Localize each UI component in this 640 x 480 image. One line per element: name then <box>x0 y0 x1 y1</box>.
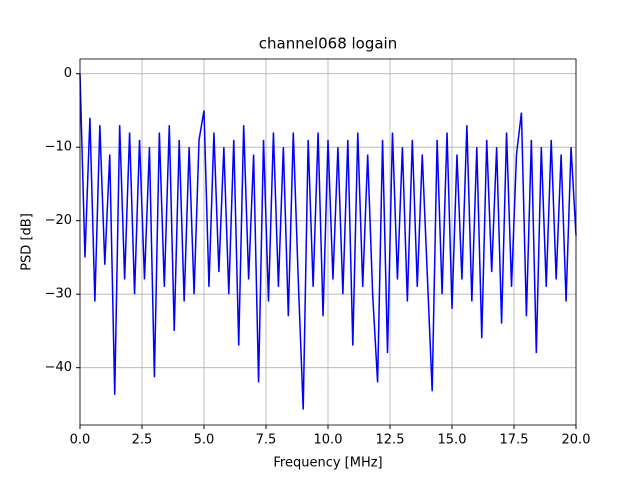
x-tick-label: 10.0 <box>314 433 343 448</box>
x-tick-label: 5.0 <box>194 433 215 448</box>
plot-frame <box>79 58 577 426</box>
y-tick-label: −20 <box>45 213 72 228</box>
psd-line <box>79 73 577 410</box>
y-tick-label: 0 <box>64 66 72 81</box>
x-tick-label: 7.5 <box>256 433 277 448</box>
x-tick-label: 0.0 <box>70 433 91 448</box>
x-axis-label: Frequency [MHz] <box>273 456 382 471</box>
x-tick-label: 15.0 <box>438 433 467 448</box>
x-tick-label: 12.5 <box>376 433 405 448</box>
y-tick-label: −40 <box>45 360 72 375</box>
y-tick-label: −10 <box>45 140 72 155</box>
chart-title: channel068 logain <box>259 35 398 53</box>
x-tick-label: 20.0 <box>562 433 591 448</box>
y-axis-label: PSD [dB] <box>20 213 35 271</box>
x-tick-label: 17.5 <box>500 433 529 448</box>
x-tick-label: 2.5 <box>132 433 153 448</box>
y-tick-label: −30 <box>45 287 72 302</box>
